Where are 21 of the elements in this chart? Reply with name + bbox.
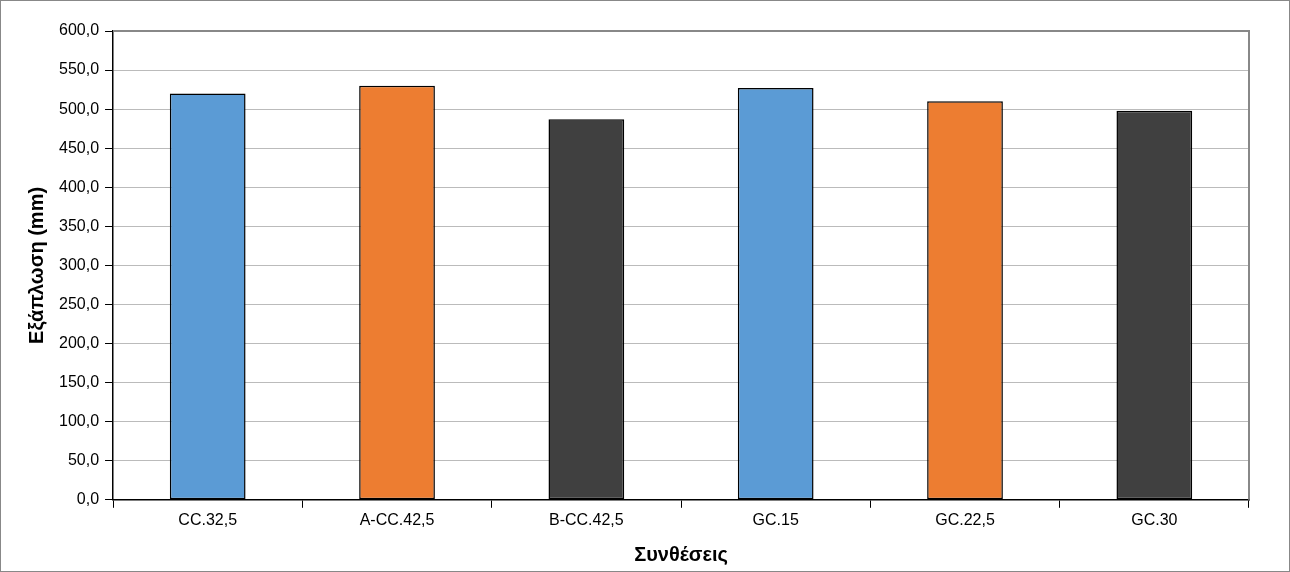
y-tick-label: 550,0 bbox=[58, 60, 100, 78]
y-tick-label: 0,0 bbox=[76, 490, 100, 508]
x-tick-label: GC.15 bbox=[752, 510, 799, 528]
y-tick-label: 50,0 bbox=[67, 451, 100, 469]
y-tick-label: 600,0 bbox=[58, 21, 100, 39]
y-tick-label: 350,0 bbox=[58, 216, 100, 234]
x-tick-label: A-CC.42,5 bbox=[359, 510, 435, 528]
x-axis-title: Συνθέσεις bbox=[634, 542, 728, 565]
y-tick-label: 400,0 bbox=[58, 177, 100, 195]
y-tick-label: 250,0 bbox=[58, 294, 100, 312]
y-tick-label: 150,0 bbox=[58, 373, 100, 391]
y-tick-label: 100,0 bbox=[58, 412, 100, 430]
x-tick-label: GC.30 bbox=[1131, 510, 1178, 528]
x-tick-label: B-CC.42,5 bbox=[549, 510, 624, 528]
y-tick-label: 200,0 bbox=[58, 333, 100, 351]
y-tick-label: 450,0 bbox=[58, 138, 100, 156]
x-tick-label: GC.22,5 bbox=[935, 510, 995, 528]
x-tick-label: CC.32,5 bbox=[178, 510, 238, 528]
y-axis-title: Εξάπλωση (mm) bbox=[24, 186, 47, 344]
y-tick-label: 500,0 bbox=[58, 99, 100, 117]
y-tick-label: 300,0 bbox=[58, 255, 100, 273]
